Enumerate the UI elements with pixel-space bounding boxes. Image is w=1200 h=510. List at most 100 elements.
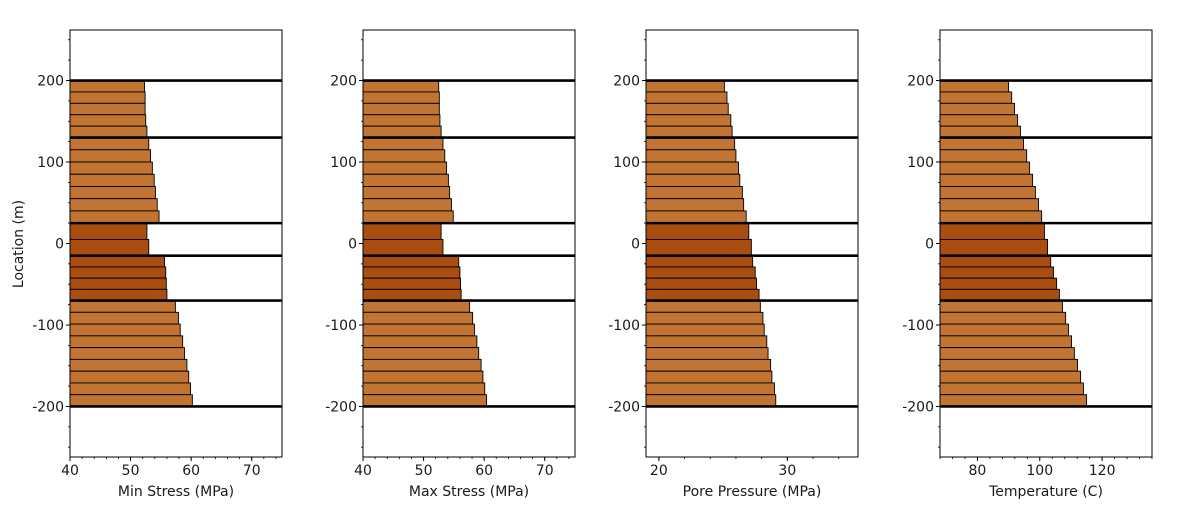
bar-5-2 [362,311,474,325]
x-tick-label: 70 [243,463,261,479]
x-tick-label: 40 [61,463,79,479]
bar-3-2 [69,238,150,257]
bar-4-1 [939,255,1052,268]
y-tick-label: -100 [325,318,357,334]
bar-5-3 [69,323,181,337]
bar-1-3 [362,102,440,116]
bar-2-3 [362,161,448,175]
bar-4-1 [362,255,460,268]
bar-4-2 [939,266,1054,279]
bar-5-4 [362,335,478,349]
bar-5-4 [645,335,768,349]
bar-2-4 [645,173,741,187]
y-tick-label: 200 [613,74,640,90]
y-tick-label: -100 [608,318,640,334]
x-tick-label: 60 [182,463,200,479]
y-tick-label: -200 [902,399,934,415]
y-tick-label: 0 [631,237,640,253]
bar-5-6 [645,358,772,372]
bar-2-5 [645,186,743,200]
bar-1-3 [645,102,729,116]
bar-4-3 [69,277,167,290]
bar-2-1 [69,137,150,151]
bar-5-9 [939,394,1087,407]
bar-3-1 [645,222,750,240]
bar-2-4 [69,173,155,187]
bar-5-9 [645,394,777,407]
bar-2-4 [939,173,1034,187]
bar-5-4 [939,335,1073,349]
y-axis-label: Location (m) [11,200,27,288]
bar-2-2 [939,149,1028,163]
y-tick-label: -200 [325,399,357,415]
bar-5-1 [69,300,176,313]
chart-panel-1: -200 -100 0 100 200 40 50 60 70 Min Stress (MPa) [32,29,283,500]
y-tick-label: 100 [907,155,934,171]
x-tick-label: 100 [1026,463,1053,479]
bar-2-2 [362,149,446,163]
x-tick-label: 80 [968,463,986,479]
bar-5-5 [645,347,769,360]
y-tick-label: -200 [32,399,64,415]
bar-1-3 [939,102,1015,116]
bar-3-2 [362,238,444,257]
bar-5-6 [69,358,188,372]
bar-4-3 [939,277,1058,290]
bar-2-6 [645,198,745,212]
x-axis-label: Pore Pressure (MPa) [683,484,822,500]
bar-2-7 [362,210,454,224]
bar-2-3 [645,161,739,175]
bar-1-5 [645,125,733,139]
bar-3-1 [69,222,148,240]
x-axis-label: Min Stress (MPa) [118,484,234,500]
bar-4-2 [645,266,756,279]
bar-2-5 [939,186,1036,200]
y-tick-label: -100 [902,318,934,334]
x-tick-label: 60 [475,463,493,479]
bar-2-5 [362,186,451,200]
bar-5-5 [362,347,480,360]
bar-3-2 [645,238,752,257]
bar-4-2 [362,266,461,279]
bar-4-4 [645,288,760,301]
bar-5-1 [645,300,761,313]
bar-4-4 [939,288,1060,301]
bar-5-3 [362,323,475,337]
bar-2-5 [69,186,156,200]
y-tick-label: 100 [613,155,640,171]
y-tick-label: 100 [330,155,357,171]
bar-1-5 [362,125,442,139]
bar-2-7 [645,210,747,224]
bar-5-1 [362,300,471,313]
bar-5-8 [939,382,1084,396]
bar-2-1 [939,137,1025,151]
bar-5-7 [362,370,484,384]
bar-2-1 [645,137,736,151]
bar-1-2 [645,91,728,104]
bar-5-2 [69,311,179,325]
x-tick-label: 20 [650,463,668,479]
bar-2-7 [69,210,160,224]
bar-5-9 [362,394,488,407]
bar-1-4 [645,114,732,127]
bar-1-3 [69,102,146,116]
bar-1-1 [939,80,1010,93]
bar-5-8 [69,382,191,396]
y-tick-label: -200 [608,399,640,415]
bar-2-6 [362,198,452,212]
bar-1-4 [939,114,1019,127]
bar-5-9 [69,394,193,407]
bar-2-6 [69,198,158,212]
bar-5-7 [645,370,773,384]
x-tick-label: 70 [536,463,554,479]
bar-2-7 [939,210,1043,224]
y-tick-label: 200 [907,74,934,90]
bar-2-6 [939,198,1039,212]
bar-1-4 [362,114,441,127]
bar-2-2 [69,149,152,163]
bar-1-1 [362,80,440,93]
y-tick-label: 0 [348,237,357,253]
bar-5-3 [645,323,765,337]
y-tick-label: 0 [925,237,934,253]
